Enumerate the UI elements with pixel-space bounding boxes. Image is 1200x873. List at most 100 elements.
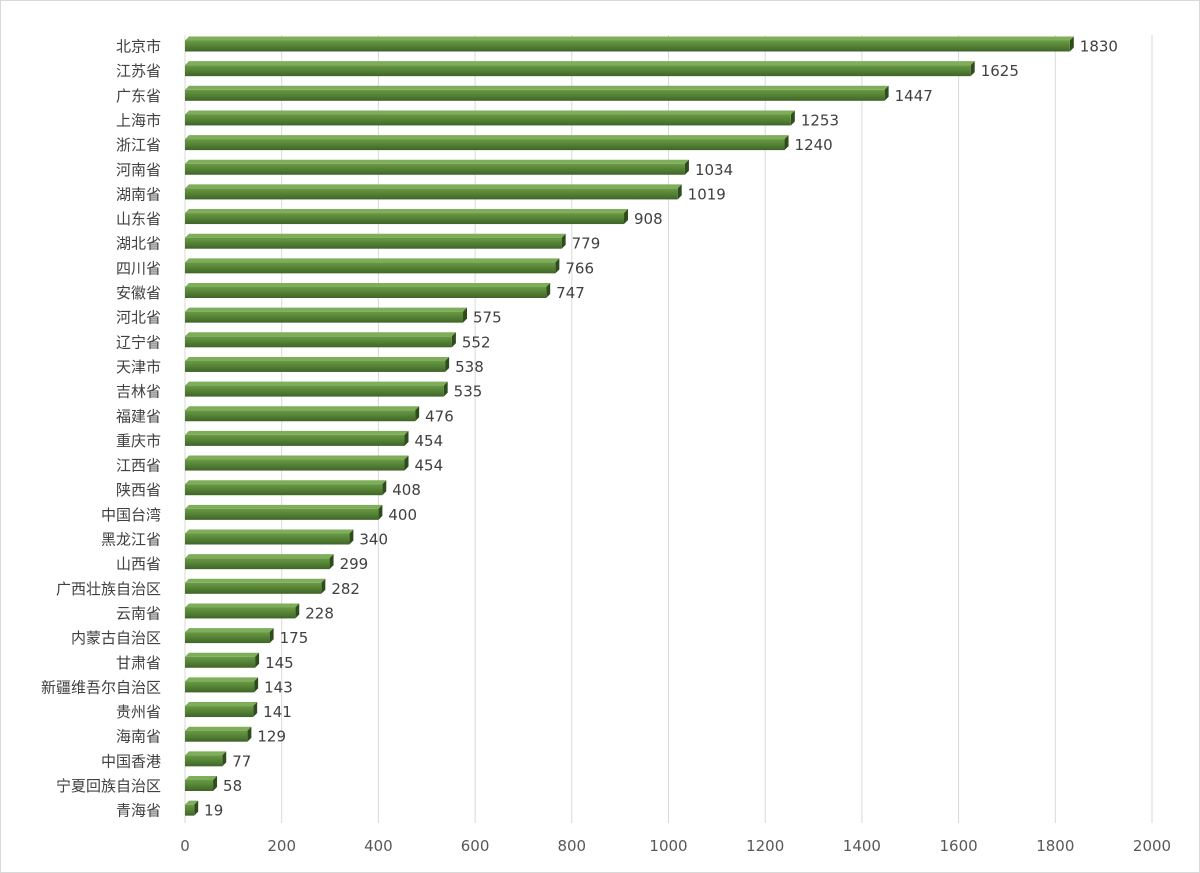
bar-top-face — [185, 332, 456, 337]
bar-end-face — [269, 628, 274, 644]
bar-group: 1625 — [185, 61, 1019, 80]
bar-top-face — [185, 406, 420, 411]
bar-top-face — [185, 751, 227, 756]
bar — [185, 360, 446, 372]
bar-group: 747 — [185, 283, 585, 302]
bar-group: 1240 — [185, 135, 833, 154]
bar-end-face — [329, 554, 334, 570]
x-tick-label: 1000 — [649, 837, 687, 855]
category-label: 内蒙古自治区 — [71, 629, 161, 647]
category-label: 湖北省 — [116, 235, 161, 253]
x-tick-label: 200 — [267, 837, 296, 855]
category-label: 山西省 — [116, 555, 161, 573]
bar-top-face — [185, 776, 218, 780]
bar-layer: 1830 1625 1447 1253 1240 1034 1019 908 779 766 747… — [185, 36, 1118, 820]
bar-value-label: 1253 — [801, 111, 839, 129]
bar — [185, 508, 379, 520]
bar-group: 145 — [185, 652, 294, 672]
bar — [185, 607, 296, 619]
bar-end-face — [404, 455, 409, 471]
bar-end-face — [253, 702, 258, 718]
bar-value-label: 747 — [556, 284, 585, 302]
category-label: 广西壮族自治区 — [56, 580, 161, 598]
bar-end-face — [561, 233, 566, 249]
bar-value-label: 145 — [265, 654, 294, 672]
category-label: 贵州省 — [116, 703, 161, 721]
bar — [185, 89, 885, 101]
bar-group: 766 — [185, 258, 594, 277]
bar-end-face — [222, 751, 227, 767]
bar-end-face — [790, 110, 795, 126]
bar-top-face — [185, 381, 448, 386]
bar-value-label: 299 — [340, 555, 369, 573]
bar-group: 779 — [185, 233, 600, 253]
bar-group: 141 — [185, 702, 292, 721]
bar-group: 1034 — [185, 159, 733, 179]
bar — [185, 558, 330, 570]
bar-end-face — [463, 307, 468, 323]
category-label: 河南省 — [116, 161, 161, 179]
bar-top-face — [185, 800, 199, 805]
bar-value-label: 908 — [634, 210, 663, 228]
bar-top-face — [185, 36, 1074, 41]
bar-end-face — [404, 430, 409, 446]
x-tick-label: 400 — [364, 837, 393, 855]
bar-value-label: 454 — [415, 432, 444, 450]
category-label: 新疆维吾尔自治区 — [41, 678, 161, 696]
bar — [185, 410, 416, 422]
bar-group: 552 — [185, 332, 491, 351]
category-label: 上海市 — [116, 111, 161, 129]
category-label: 河北省 — [116, 309, 161, 327]
bar-group: 1253 — [185, 110, 839, 129]
bar-top-face — [185, 135, 789, 140]
x-tick-label: 1600 — [940, 837, 978, 855]
bar-group: 340 — [185, 529, 388, 549]
bar-value-label: 19 — [204, 802, 223, 820]
bar-top-face — [185, 554, 334, 559]
bar — [185, 582, 322, 594]
bar-value-label: 1240 — [795, 136, 833, 154]
bar-group: 575 — [185, 307, 502, 327]
bar-top-face — [185, 356, 450, 361]
x-tick-label: 1800 — [1036, 837, 1074, 855]
x-tick-label: 0 — [180, 837, 190, 855]
category-label: 青海省 — [116, 802, 161, 820]
x-tick-label: 1200 — [746, 837, 784, 855]
bar — [185, 632, 270, 644]
bar-group: 476 — [185, 406, 454, 425]
bar-top-face — [185, 677, 259, 682]
bar-value-label: 77 — [232, 752, 251, 770]
category-label: 中国香港 — [101, 752, 161, 770]
bar — [185, 533, 350, 545]
bar-value-label: 538 — [455, 358, 484, 376]
bar-group: 538 — [185, 356, 484, 376]
bar-top-face — [185, 258, 560, 263]
bar-top-face — [185, 307, 468, 312]
bar-group: 1019 — [185, 184, 726, 203]
category-label: 宁夏回族自治区 — [56, 777, 161, 795]
bar-end-face — [546, 283, 551, 298]
bar-top-face — [185, 628, 274, 633]
value-axis: 0 200 400 600 800 1000 1200 1400 1600 1800 2000 — [180, 837, 1171, 855]
bar — [185, 706, 254, 718]
x-tick-label: 800 — [557, 837, 586, 855]
bar-top-face — [185, 209, 629, 214]
bar-end-face — [321, 578, 326, 594]
bar-top-face — [185, 184, 682, 189]
bar-top-face — [185, 110, 795, 115]
bar — [185, 459, 405, 471]
bar-group: 129 — [185, 726, 286, 746]
bar — [185, 40, 1070, 52]
bar-top-face — [185, 430, 409, 435]
bar-group: 58 — [185, 776, 242, 795]
bar-group: 299 — [185, 554, 368, 573]
x-tick-label: 2000 — [1133, 837, 1171, 855]
bar-end-face — [684, 159, 689, 175]
bar-value-label: 408 — [392, 481, 421, 499]
x-tick-label: 1400 — [843, 837, 881, 855]
bar-value-label: 58 — [223, 777, 242, 795]
category-label: 甘肃省 — [116, 654, 161, 672]
bar-top-face — [185, 85, 889, 90]
category-label: 四川省 — [116, 259, 161, 277]
